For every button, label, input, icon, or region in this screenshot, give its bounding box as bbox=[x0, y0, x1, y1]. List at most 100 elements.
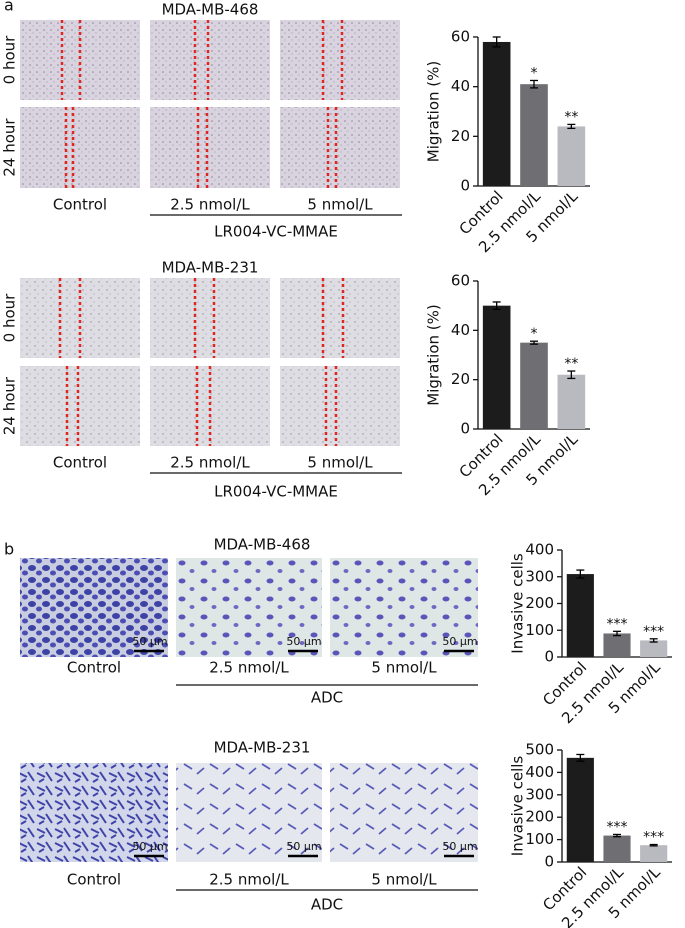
panel-label: a bbox=[4, 0, 14, 15]
group-title: MDA-MB-468 bbox=[214, 536, 311, 554]
y-tick-label: 40 bbox=[451, 321, 470, 339]
micrograph bbox=[20, 107, 140, 188]
y-tick-label: 200 bbox=[525, 594, 554, 612]
error-bar bbox=[492, 36, 501, 48]
y-tick-label: 300 bbox=[525, 567, 554, 585]
error-bar bbox=[576, 569, 585, 579]
micrograph bbox=[280, 20, 400, 100]
micrograph bbox=[330, 763, 478, 862]
bar bbox=[557, 374, 586, 429]
column-label: Control bbox=[53, 454, 107, 472]
column-label: 5 nmol/L bbox=[371, 659, 437, 677]
y-tick-label: 20 bbox=[451, 370, 470, 388]
group-title: MDA-MB-231 bbox=[214, 739, 311, 757]
y-tick-label: 100 bbox=[525, 830, 554, 848]
y-tick-label: 0 bbox=[544, 853, 554, 871]
bar bbox=[482, 41, 511, 186]
y-tick-label: 400 bbox=[525, 763, 554, 781]
bar bbox=[557, 126, 586, 186]
treatment-label: LR004-VC-MMAE bbox=[214, 483, 338, 501]
column-label: Control bbox=[53, 196, 107, 214]
row-label: 24 hour bbox=[1, 118, 19, 177]
significance-label: ** bbox=[564, 356, 578, 372]
y-tick-label: 100 bbox=[525, 621, 554, 639]
bar bbox=[566, 757, 594, 862]
scale-bar-label: 50 μm bbox=[442, 635, 477, 648]
significance-label: * bbox=[531, 326, 538, 342]
column-label: Control bbox=[67, 871, 121, 889]
column-label: 2.5 nmol/L bbox=[209, 871, 289, 889]
significance-label: * bbox=[531, 65, 538, 81]
row-label: 24 hour bbox=[1, 376, 19, 435]
row-label: 0 hour bbox=[1, 35, 19, 85]
error-bar bbox=[530, 79, 538, 89]
bar bbox=[482, 305, 511, 429]
significance-label: *** bbox=[607, 616, 628, 632]
significance-label: *** bbox=[607, 819, 628, 835]
column-label: 5 nmol/L bbox=[371, 871, 437, 889]
micrograph bbox=[150, 20, 270, 100]
group-title: MDA-MB-231 bbox=[162, 259, 259, 277]
treatment-label: LR004-VC-MMAE bbox=[214, 223, 338, 241]
micrograph bbox=[150, 278, 270, 358]
treatment-label: ADC bbox=[311, 689, 343, 707]
micrograph bbox=[150, 107, 270, 188]
error-bar bbox=[649, 638, 658, 643]
bar bbox=[520, 84, 548, 186]
error-bar bbox=[567, 123, 576, 130]
significance-label: ** bbox=[564, 109, 578, 125]
y-axis-label: Migration (%) bbox=[425, 304, 443, 405]
scale-bar-label: 50 μm bbox=[132, 840, 167, 853]
y-tick-label: 300 bbox=[525, 785, 554, 803]
micrograph bbox=[176, 763, 322, 862]
y-tick-label: 0 bbox=[460, 420, 470, 438]
micrograph bbox=[280, 107, 400, 188]
y-tick-label: 400 bbox=[525, 541, 554, 559]
bar bbox=[603, 633, 631, 657]
y-axis-label: Invasive cells bbox=[509, 553, 527, 654]
column-label: Control bbox=[67, 659, 121, 677]
column-label: 2.5 nmol/L bbox=[209, 659, 289, 677]
bar bbox=[566, 574, 594, 657]
y-axis-label: Invasive cells bbox=[509, 756, 527, 857]
group-title: MDA-MB-468 bbox=[162, 1, 259, 19]
micrograph bbox=[280, 366, 400, 446]
row-label: 0 hour bbox=[1, 293, 19, 343]
error-bar bbox=[567, 370, 576, 380]
error-bar bbox=[576, 753, 585, 762]
y-axis-label: Migration (%) bbox=[425, 61, 443, 162]
y-tick-label: 500 bbox=[525, 741, 554, 759]
scale-bar-label: 50 μm bbox=[442, 840, 477, 853]
y-tick-label: 0 bbox=[460, 177, 470, 195]
bar bbox=[640, 845, 668, 862]
significance-label: *** bbox=[643, 830, 664, 846]
bar bbox=[640, 640, 668, 657]
micrograph bbox=[330, 558, 478, 657]
bar bbox=[603, 835, 631, 862]
y-tick-label: 200 bbox=[525, 808, 554, 826]
error-bar bbox=[492, 301, 501, 311]
column-label: 2.5 nmol/L bbox=[170, 196, 250, 214]
y-tick-label: 20 bbox=[451, 127, 470, 145]
scale-bar-label: 50 μm bbox=[286, 840, 321, 853]
column-label: 5 nmol/L bbox=[307, 196, 373, 214]
micrograph bbox=[20, 558, 168, 657]
micrograph bbox=[20, 366, 140, 446]
y-tick-label: 60 bbox=[451, 28, 470, 46]
y-tick-label: 40 bbox=[451, 77, 470, 95]
y-tick-label: 0 bbox=[544, 648, 554, 666]
micrograph bbox=[280, 278, 400, 358]
error-bar bbox=[613, 833, 621, 838]
error-bar bbox=[613, 630, 621, 637]
scale-bar-label: 50 μm bbox=[132, 635, 167, 648]
error-bar bbox=[530, 340, 538, 345]
column-label: 2.5 nmol/L bbox=[170, 454, 250, 472]
scale-bar-label: 50 μm bbox=[286, 635, 321, 648]
panel-label: b bbox=[4, 540, 14, 559]
micrograph bbox=[176, 558, 322, 657]
bar bbox=[520, 342, 548, 429]
y-tick-label: 60 bbox=[451, 272, 470, 290]
error-bar bbox=[649, 843, 658, 847]
